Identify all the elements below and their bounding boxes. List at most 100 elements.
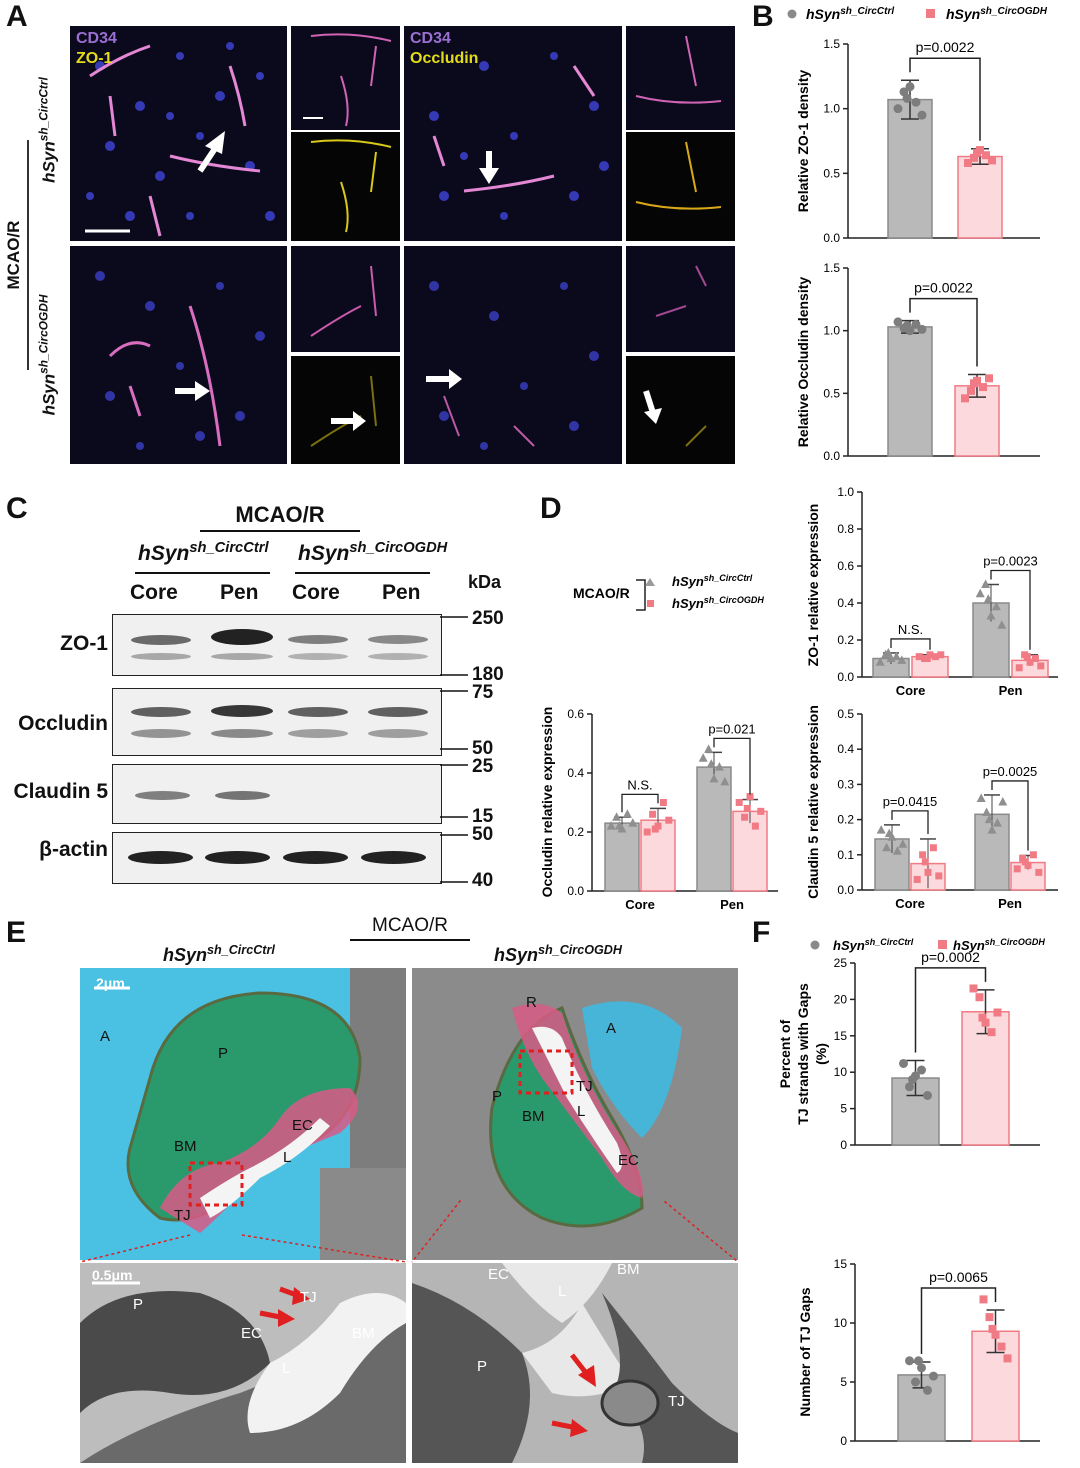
- protein-claudin5: Claudin 5: [13, 780, 108, 803]
- B2-point-0-0: [893, 317, 903, 327]
- F1-point-0-4: [923, 1090, 932, 1100]
- em-scale-top: 2μm: [96, 975, 125, 991]
- micrograph-ctrl-occ-inset-cd34: [626, 26, 735, 130]
- legend-b-kd: hSynsh_CircOGDH: [946, 6, 1048, 22]
- B1-point-0-2: [905, 82, 915, 92]
- F1-point-0-0: [899, 1058, 908, 1068]
- D3-point-0-0-0: [876, 825, 886, 834]
- F2-ytick-label-3: 15: [834, 1257, 848, 1271]
- em-kd-A: A: [606, 1020, 617, 1037]
- micrograph-kd-zo1-inset-zo1: [291, 356, 400, 464]
- chart-D2: 0.0 0.2 0.4 0.6 Occludin relative expression…: [539, 707, 778, 912]
- em-kd-zoom-L: L: [558, 1283, 567, 1300]
- legend-d: MCAO/R hSynsh_CircCtrl hSynsh_CircOGDH: [573, 573, 764, 611]
- D2-ytick-label-3: 0.6: [567, 707, 584, 721]
- D1-point-0-0-0: [875, 657, 885, 666]
- blot-occludin: [112, 688, 442, 756]
- F2-point-1-3: [997, 1342, 1006, 1351]
- D2-xlabel-1: Pen: [720, 897, 744, 912]
- D2-point-1-0-3: [714, 762, 724, 771]
- D2-point-1-0-2: [709, 773, 719, 783]
- marker-250: 250: [472, 608, 504, 629]
- F2-point-0-3: [923, 1385, 932, 1395]
- protein-occludin: Occludin: [18, 712, 108, 735]
- legend-f-ctrl-marker: [810, 940, 820, 950]
- B2-bar-0: [887, 326, 933, 457]
- B1-point-0-5: [902, 93, 912, 103]
- em-ctrl-zoom: [80, 1263, 406, 1463]
- lane-3: Core: [292, 581, 340, 604]
- B1-point-1-0: [964, 158, 972, 167]
- D1-point-1-1-3: [1031, 655, 1039, 662]
- B1-bar-0: [887, 98, 933, 239]
- D1-xlabel-1: Pen: [999, 683, 1023, 698]
- blot-markers: [440, 616, 468, 883]
- D3-ytick-label-5: 0.5: [837, 707, 854, 721]
- F2-point-1-4: [1003, 1354, 1012, 1363]
- F2-point-0-1: [911, 1377, 920, 1387]
- D3-ylabel: Claudin 5 relative expression: [805, 705, 821, 899]
- F2-point-0-0: [905, 1356, 914, 1366]
- D3-ytick-label-4: 0.4: [837, 742, 854, 756]
- F1-point-0-5: [908, 1074, 917, 1084]
- F1-point-1-0: [969, 984, 978, 993]
- legend-f-kd: hSynsh_CircOGDH: [953, 937, 1045, 953]
- F1-ylabel-2: (%): [813, 1043, 829, 1065]
- D2-pvalue-1: p=0.021: [708, 721, 755, 736]
- F1-point-1-4: [993, 1008, 1002, 1017]
- D1-point-1-1-2: [1026, 658, 1034, 666]
- B2-ytick-label-0: 0.0: [823, 449, 840, 463]
- D2-point-0-0-0: [606, 821, 616, 830]
- D3-xlabel-0: Core: [895, 896, 925, 911]
- B1-ytick-label-3: 1.5: [823, 37, 840, 51]
- chart-D1: 0.0 0.2 0.4 0.6 0.8 1.0 ZO-1 relative expressi…: [805, 485, 1058, 698]
- D1-ytick-label-4: 0.8: [837, 522, 854, 536]
- D2-ytick-label-0: 0.0: [567, 884, 584, 898]
- micrograph-ctrl-zo1-inset-zo1: [291, 132, 400, 241]
- marker-180: 180: [472, 664, 504, 685]
- em-ctrl-L: L: [283, 1149, 292, 1166]
- D3-point-1-0-4: [998, 797, 1008, 806]
- D3-point-1-0-1: [982, 807, 992, 817]
- B2-point-0-3: [911, 319, 921, 329]
- marker-25: 25: [472, 756, 494, 777]
- D1-ytick-label-0: 0.0: [837, 670, 854, 684]
- B2-point-1-0: [961, 394, 969, 403]
- em-ctrl-EC: EC: [292, 1117, 313, 1134]
- em-ctrl-label: hSynsh_CircCtrl: [163, 943, 275, 965]
- B1-ytick-label-0: 0.0: [823, 231, 840, 245]
- D1-point-0-0-5: [883, 647, 893, 657]
- D1-xlabel-0: Core: [896, 683, 926, 698]
- B1-ytick-label-2: 1.0: [823, 102, 840, 116]
- D2-sig-bracket-1: [713, 737, 751, 795]
- em-kd-zoom-EC: EC: [488, 1266, 509, 1283]
- kda-label: kDa: [468, 572, 502, 592]
- D1-point-0-0-3: [891, 651, 901, 661]
- lane-2: Pen: [220, 581, 259, 604]
- marker-15: 15: [472, 806, 494, 827]
- D2-point-0-0-5: [614, 821, 624, 830]
- micrograph-ctrl-zo1-inset-cd34: [291, 26, 400, 130]
- D1-point-1-0-4: [997, 620, 1007, 629]
- stain-label-cd34-a: CD34: [76, 30, 117, 47]
- legend-f-ctrl: hSynsh_CircCtrl: [833, 937, 914, 953]
- em-kd-R: R: [526, 994, 537, 1011]
- D3-point-0-1-3: [929, 844, 937, 852]
- panel-label-d: D: [540, 492, 562, 525]
- B2-ylabel: Relative Occludin density: [795, 277, 811, 448]
- em-zoom-lines: [80, 1200, 739, 1263]
- em-ctrl-zoom-EC: EC: [241, 1325, 262, 1342]
- F2-pvalue: p=0.0065: [929, 1269, 988, 1285]
- D3-point-1-0-2: [987, 825, 997, 834]
- F1-ytick-label-5: 25: [834, 956, 848, 970]
- F2-ytick-label-2: 10: [834, 1316, 848, 1330]
- B2-ytick-label-2: 1.0: [823, 324, 840, 338]
- B1-point-0-3: [911, 97, 921, 107]
- D2-point-1-0-0: [698, 753, 708, 762]
- B2-ytick-label-1: 0.5: [823, 386, 840, 400]
- D1-point-1-1-5: [1023, 653, 1031, 661]
- blot-ctrl-line: [135, 572, 270, 574]
- chart-F2: 0 5 10 15 Number of TJ Gaps p=0.0065: [797, 1257, 1040, 1448]
- blot-claudin5: [112, 764, 442, 824]
- D3-pvalue-0: p=0.0415: [883, 794, 938, 809]
